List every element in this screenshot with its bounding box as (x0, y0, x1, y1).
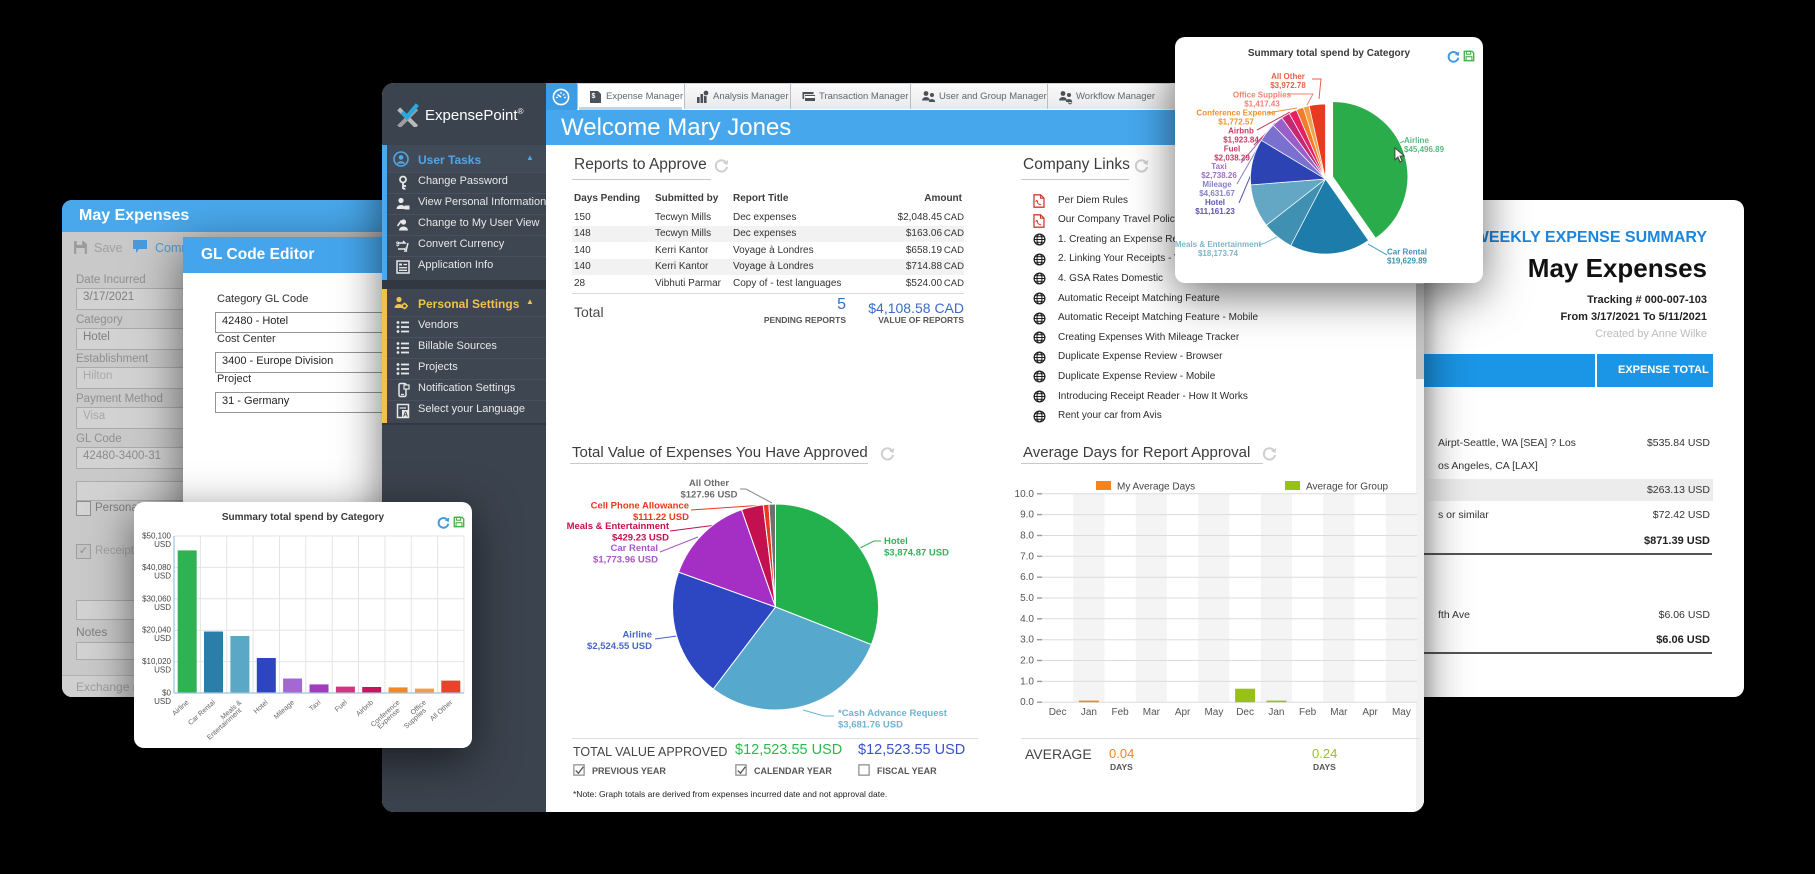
svg-text:My Average Days: My Average Days (1117, 482, 1195, 493)
svg-text:$45,496.89: $45,496.89 (1404, 145, 1445, 154)
svg-text:9.0: 9.0 (1020, 510, 1034, 521)
svg-text:Feb: Feb (1111, 707, 1129, 718)
svg-text:$: $ (396, 242, 400, 248)
svg-text:$40,080: $40,080 (142, 563, 171, 572)
svg-text:$20,040: $20,040 (142, 626, 171, 635)
svg-text:Hotel: Hotel (253, 699, 270, 715)
svg-text:Airbnb: Airbnb (355, 699, 375, 718)
svg-text:Apr: Apr (1175, 707, 1191, 718)
svg-text:$: $ (592, 93, 596, 100)
svg-text:Airline: Airline (171, 699, 190, 717)
svg-text:USD: USD (154, 634, 171, 643)
svg-text:3.0: 3.0 (1020, 635, 1034, 646)
svg-text:1.0: 1.0 (1020, 676, 1034, 687)
svg-text:Mileage: Mileage (1202, 180, 1232, 189)
svg-text:Hotel: Hotel (1205, 198, 1225, 207)
svg-text:7.0: 7.0 (1020, 551, 1034, 562)
svg-text:Car Rental: Car Rental (1387, 248, 1427, 257)
svg-text:Airline: Airline (622, 630, 652, 641)
svg-text:$11,161.23: $11,161.23 (1195, 207, 1235, 216)
svg-text:$10,020: $10,020 (142, 657, 171, 666)
svg-text:$429.23 USD: $429.23 USD (612, 533, 669, 544)
svg-text:$2,038.29: $2,038.29 (1214, 154, 1250, 163)
svg-text:4.0: 4.0 (1020, 614, 1034, 625)
svg-text:$1,417.43: $1,417.43 (1244, 100, 1280, 109)
svg-text:All Other: All Other (1271, 72, 1305, 81)
svg-text:Mar: Mar (1330, 707, 1348, 718)
svg-text:May: May (1204, 707, 1223, 718)
svg-text:Airbnb: Airbnb (1228, 127, 1254, 136)
svg-text:Feb: Feb (1299, 707, 1317, 718)
svg-text:Average for Group: Average for Group (1306, 482, 1389, 493)
svg-text:Taxi: Taxi (308, 699, 322, 713)
svg-text:Jan: Jan (1268, 707, 1284, 718)
svg-text:Conference Expense: Conference Expense (1196, 109, 1276, 118)
svg-text:$19,629.89: $19,629.89 (1387, 257, 1428, 266)
svg-text:Jan: Jan (1081, 707, 1097, 718)
svg-text:Cell Phone Allowance: Cell Phone Allowance (591, 501, 689, 512)
svg-text:All Other: All Other (429, 699, 454, 723)
svg-text:Car Rental: Car Rental (610, 543, 658, 554)
svg-text:USD: USD (154, 603, 171, 612)
svg-text:$1,923.84: $1,923.84 (1223, 136, 1259, 145)
svg-text:Mar: Mar (1143, 707, 1161, 718)
svg-text:$18,173.74: $18,173.74 (1198, 249, 1239, 258)
svg-text:$2,524.55 USD: $2,524.55 USD (587, 641, 652, 652)
svg-text:Dec: Dec (1236, 707, 1254, 718)
svg-text:A: A (403, 412, 408, 419)
svg-text:Mileage: Mileage (273, 699, 296, 721)
svg-text:All Other: All Other (689, 478, 729, 489)
svg-text:$1,773.96 USD: $1,773.96 USD (593, 555, 658, 566)
svg-text:0.0: 0.0 (1020, 697, 1034, 708)
svg-text:USD: USD (154, 540, 171, 549)
svg-text:USD: USD (154, 571, 171, 580)
svg-text:Fuel: Fuel (334, 699, 349, 714)
svg-text:Airline: Airline (1404, 136, 1429, 145)
svg-text:$1,772.57: $1,772.57 (1218, 118, 1254, 127)
svg-text:Meals & Entertainment: Meals & Entertainment (567, 521, 670, 532)
svg-text:USD: USD (154, 697, 171, 706)
svg-text:$111.22 USD: $111.22 USD (633, 512, 689, 523)
svg-text:$2,738.26: $2,738.26 (1201, 171, 1237, 180)
svg-text:$4,631.67: $4,631.67 (1199, 189, 1235, 198)
svg-text:Meals & Entertainment: Meals & Entertainment (1175, 240, 1262, 249)
svg-text:Taxi: Taxi (1211, 162, 1226, 171)
svg-text:£: £ (404, 248, 408, 254)
svg-text:May: May (1392, 707, 1411, 718)
svg-text:$3,972.78: $3,972.78 (1270, 81, 1306, 90)
svg-text:Hotel: Hotel (884, 536, 908, 547)
svg-text:Fuel: Fuel (1224, 145, 1240, 154)
svg-text:$3,681.76 USD: $3,681.76 USD (838, 720, 903, 731)
svg-text:Car Rental: Car Rental (187, 699, 217, 727)
svg-text:2.0: 2.0 (1020, 656, 1034, 667)
svg-text:*Cash Advance Request: *Cash Advance Request (838, 708, 948, 719)
svg-text:$3,874.87 USD: $3,874.87 USD (884, 548, 949, 559)
svg-text:Apr: Apr (1362, 707, 1378, 718)
svg-text:$127.96 USD: $127.96 USD (680, 490, 737, 501)
svg-text:6.0: 6.0 (1020, 572, 1034, 583)
svg-text:10.0: 10.0 (1015, 489, 1035, 500)
svg-text:$50,100: $50,100 (142, 532, 171, 541)
svg-text:Dec: Dec (1049, 707, 1067, 718)
svg-text:USD: USD (154, 666, 171, 675)
svg-text:8.0: 8.0 (1020, 531, 1034, 542)
svg-text:$30,060: $30,060 (142, 594, 171, 603)
svg-text:5.0: 5.0 (1020, 593, 1034, 604)
svg-text:Office Supplies: Office Supplies (1233, 91, 1292, 100)
